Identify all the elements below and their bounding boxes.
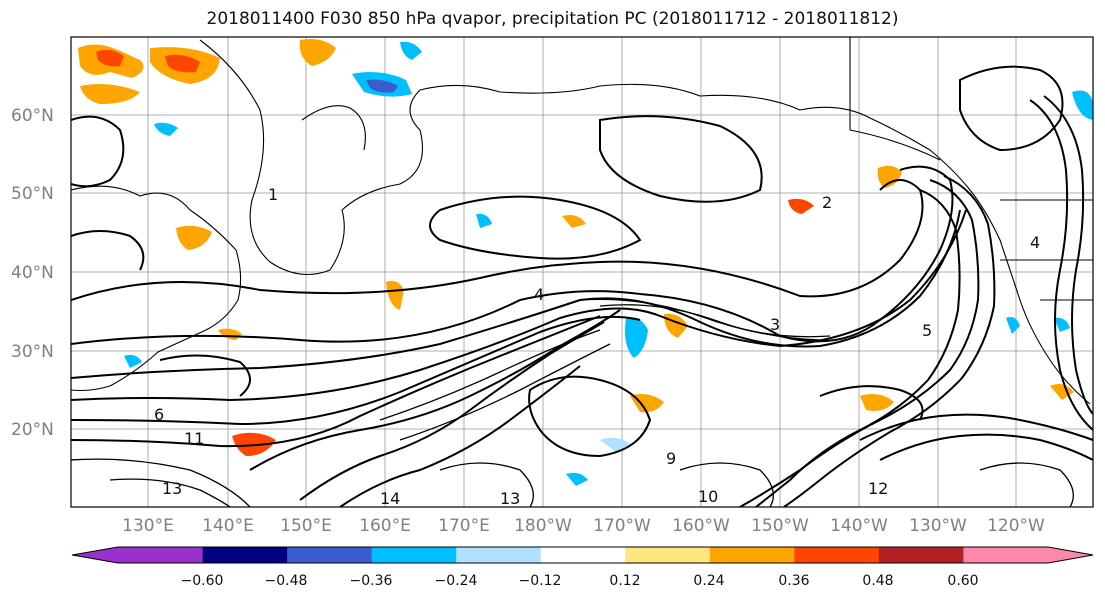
qvapor-contours-thin [71,298,1074,507]
precip-patch [788,198,814,214]
lon-label: 160°E [359,516,411,536]
contour-label: 3 [770,315,780,334]
lon-label: 120°W [987,516,1045,536]
precip-patch [1072,90,1093,120]
contour-label: 4 [534,285,544,304]
lat-label: 60°N [11,106,54,126]
colorbar-tick-label: −0.24 [435,573,478,589]
map-frame [70,36,1094,508]
lat-label: 50°N [11,184,54,204]
colorbar-segment [963,547,1093,563]
precip-patch [124,354,142,368]
precip-patch [600,437,630,452]
contour-label: 5 [922,321,932,340]
lat-label: 20°N [11,420,54,440]
colorbar-segment [878,547,964,563]
contour-label: 13 [500,489,520,508]
colorbar-tick-label: −0.48 [265,573,308,589]
colorbar-tick-label: 0.36 [778,573,809,589]
colorbar-tick-label: −0.12 [519,573,562,589]
precip-patch [366,79,398,93]
colorbar-segment [202,547,288,563]
colorbar-tick-label: −0.60 [181,573,224,589]
lon-label: 140°E [202,516,254,536]
precip-patch [299,39,336,66]
graticule [71,37,1093,507]
precip-patch [154,122,178,136]
precip-patch [176,225,212,250]
contour-label: 1 [268,185,278,204]
colorbar-segment [709,547,795,563]
precip-patch [877,165,902,188]
contour-label: 6 [154,405,164,424]
contour-label: 11 [184,429,204,448]
longitude-labels: 130°E 140°E 150°E 160°E 170°E 180°W 170°… [122,516,1045,536]
contour-label: 12 [868,479,888,498]
precip-patch [386,281,404,310]
colorbar-segment [287,547,373,563]
precip-patch [400,41,422,60]
qvapor-contours [71,65,1093,507]
precip-patch [165,54,200,73]
colorbar-tick-label: 0.12 [609,573,640,589]
precip-patch [860,394,894,411]
contour-label: 9 [666,449,676,468]
lon-label: 150°W [751,516,809,536]
lon-label: 170°E [438,516,490,536]
colorbar-segment [72,547,203,563]
colorbar-tick-label: −0.36 [350,573,393,589]
colorbar-segment [794,547,880,563]
precip-patch [476,213,492,228]
precip-patch [96,49,124,67]
colorbar-segment [371,547,457,563]
lon-label: 180°W [514,516,572,536]
lon-label: 140°W [830,516,888,536]
lat-label: 30°N [11,342,54,362]
precip-patch [1006,317,1020,334]
contour-label: 10 [698,487,718,506]
colorbar-segment [625,547,711,563]
lon-label: 130°W [909,516,967,536]
contour-labels: 1 2 3 4 4 5 6 9 10 11 12 13 13 14 [154,185,1040,508]
lon-label: 170°W [593,516,651,536]
colorbar-tick-label: 0.60 [947,573,978,589]
colorbar-tick-labels: −0.60 −0.48 −0.36 −0.24 −0.12 0.12 0.24 … [181,573,979,589]
precip-patch [630,394,664,413]
contour-label: 13 [162,479,182,498]
contour-label: 4 [1030,233,1040,252]
lat-label: 40°N [11,263,54,283]
latitude-labels: 60°N 50°N 40°N 30°N 20°N [11,106,54,440]
colorbar-tick-label: 0.48 [862,573,893,589]
lon-label: 130°E [122,516,174,536]
colorbar-tick-label: 0.24 [693,573,724,589]
coastlines [71,37,1093,405]
colorbar [71,546,1094,564]
lon-label: 160°W [672,516,730,536]
contour-label: 2 [822,193,832,212]
precip-patch [566,472,588,486]
map-title: 2018011400 F030 850 hPa qvapor, precipit… [206,9,899,29]
colorbar-segment [540,547,626,563]
precip-patch [80,84,140,104]
precip-patch [562,215,586,228]
precip-patch [1054,317,1070,332]
colorbar-outline [71,546,1094,564]
colorbar-segment [456,547,542,563]
precip-patch [625,317,648,358]
contour-label: 14 [380,489,400,508]
lon-label: 150°E [280,516,332,536]
